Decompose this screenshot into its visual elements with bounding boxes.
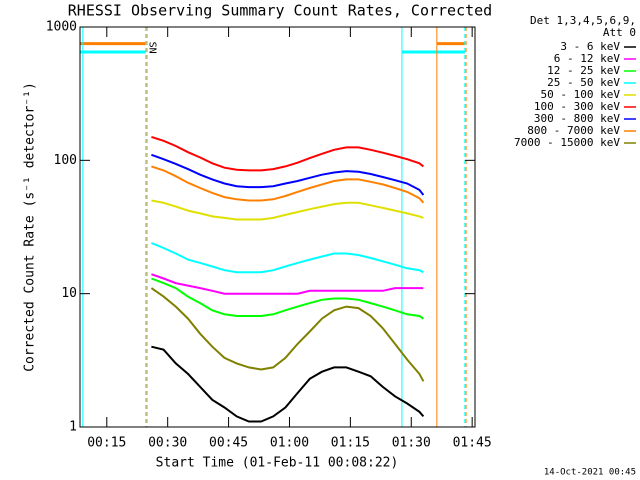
legend-label: 100 - 300 keV bbox=[534, 100, 620, 113]
plot-frame bbox=[79, 26, 476, 428]
y-axis-label: Corrected Count Rate (s⁻¹ detector⁻¹) bbox=[23, 82, 38, 372]
x-axis-label: Start Time (01-Feb-11 00:08:22) bbox=[156, 456, 399, 471]
y-tick-label: 1 bbox=[69, 420, 77, 435]
x-tick-label: 01:45 bbox=[453, 436, 492, 451]
legend-label: 25 - 50 keV bbox=[547, 76, 620, 89]
x-tick-label: 00:15 bbox=[87, 436, 126, 451]
series-line bbox=[151, 135, 425, 172]
series-line bbox=[151, 153, 425, 196]
legend-label: 300 - 800 keV bbox=[534, 112, 620, 125]
footer: 14-Oct-2021 00:45 bbox=[544, 468, 636, 478]
series-line bbox=[151, 242, 424, 274]
x-tick-label: 00:30 bbox=[148, 436, 187, 451]
legend-header: Det 1,3,4,5,6,9, bbox=[530, 14, 636, 27]
x-tick-label: 00:45 bbox=[209, 436, 248, 451]
series-line bbox=[151, 199, 424, 221]
legend-header: Att 0 bbox=[603, 26, 636, 39]
legend-label: 7000 - 15000 keV bbox=[514, 136, 620, 149]
x-tick-label: 01:15 bbox=[331, 436, 370, 451]
x-tick-label: 01:30 bbox=[392, 436, 431, 451]
x-tick-label: 01:00 bbox=[270, 436, 309, 451]
y-tick-label: 100 bbox=[54, 153, 77, 168]
legend-label: 12 - 25 keV bbox=[547, 64, 620, 77]
annotation: SN bbox=[147, 42, 158, 54]
legend-label: 3 - 6 keV bbox=[560, 40, 620, 53]
chart-title: RHESSI Observing Summary Count Rates, Co… bbox=[68, 2, 492, 20]
series-line bbox=[151, 277, 424, 320]
y-tick-label: 1000 bbox=[46, 20, 77, 35]
series-line bbox=[151, 273, 424, 295]
series-line bbox=[150, 287, 425, 382]
legend-label: 6 - 12 keV bbox=[554, 52, 621, 65]
legend-label: 800 - 7000 keV bbox=[527, 124, 620, 137]
series-line bbox=[151, 345, 425, 423]
y-tick-label: 10 bbox=[61, 286, 77, 301]
series-line bbox=[151, 165, 425, 204]
legend-label: 50 - 100 keV bbox=[541, 88, 621, 101]
